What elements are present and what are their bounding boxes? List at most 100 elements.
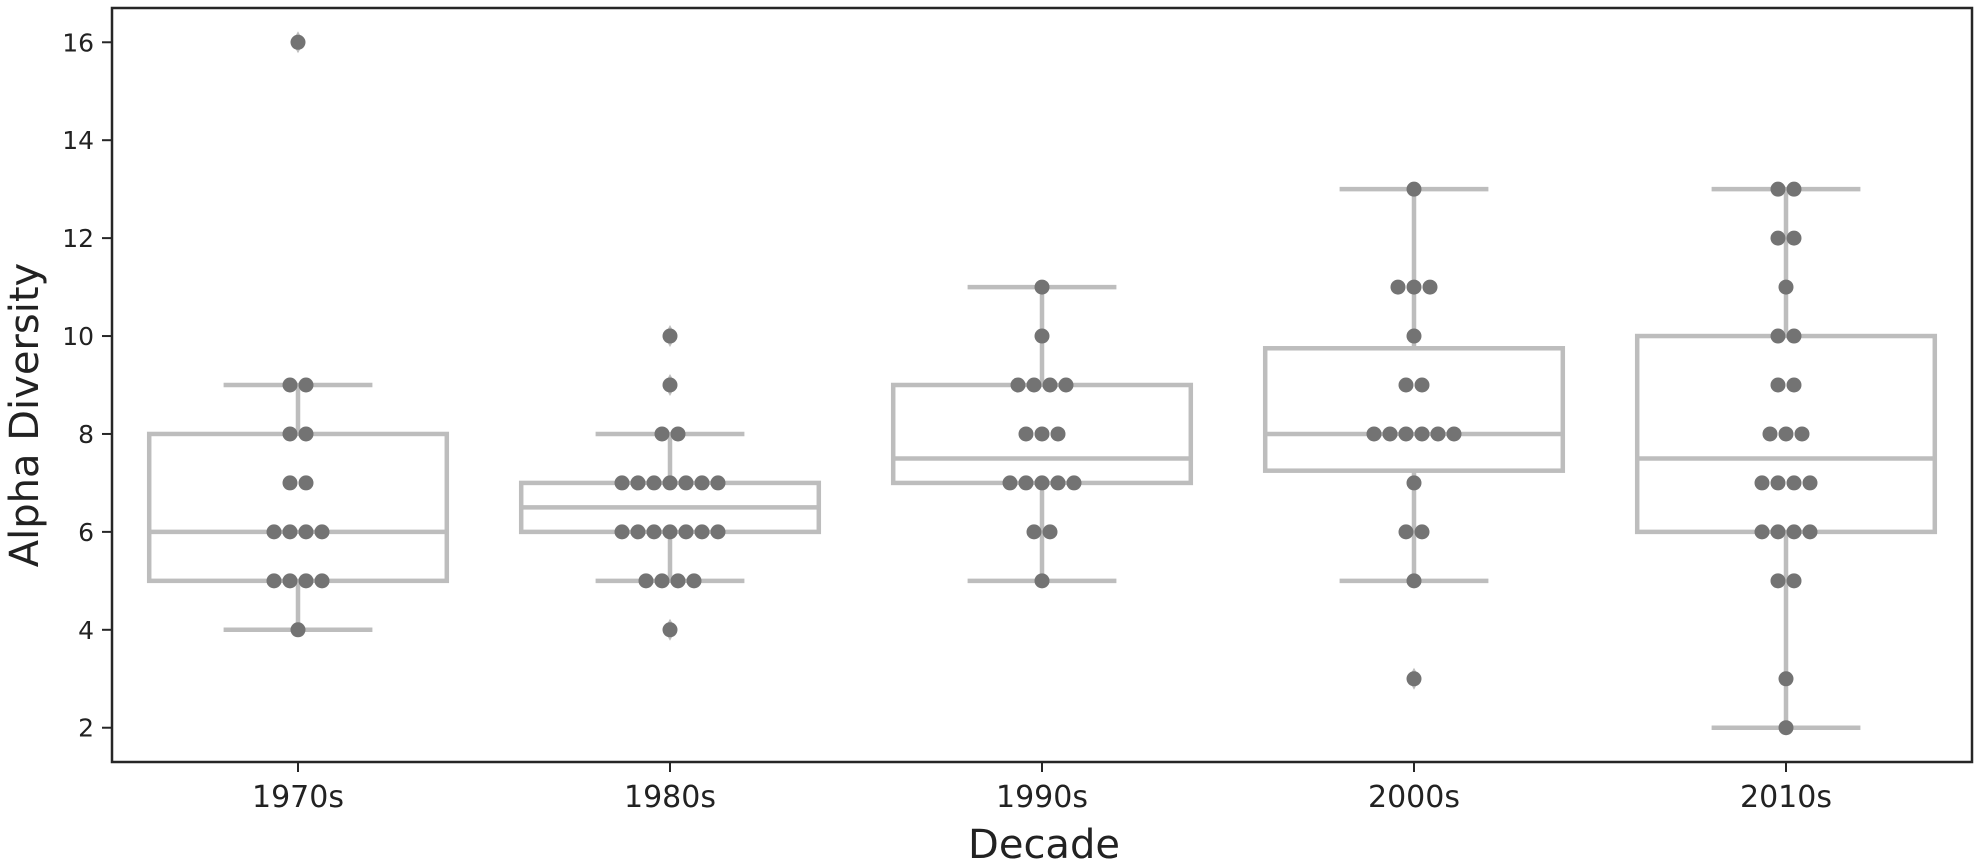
data-point bbox=[1398, 426, 1414, 442]
data-point bbox=[710, 475, 726, 491]
data-point bbox=[314, 524, 330, 540]
data-point bbox=[1786, 573, 1802, 589]
data-point bbox=[1770, 230, 1786, 246]
data-point bbox=[1406, 671, 1422, 687]
data-point bbox=[298, 475, 314, 491]
data-point bbox=[1778, 279, 1794, 295]
data-point bbox=[1018, 475, 1034, 491]
data-point bbox=[282, 573, 298, 589]
data-point bbox=[1786, 475, 1802, 491]
x-tick-label: 2010s bbox=[1740, 780, 1832, 815]
data-point bbox=[282, 426, 298, 442]
data-point bbox=[1786, 524, 1802, 540]
data-point bbox=[1770, 328, 1786, 344]
data-point bbox=[630, 475, 646, 491]
data-point bbox=[266, 524, 282, 540]
x-axis-title: Decade bbox=[968, 822, 1120, 865]
box-rect bbox=[146, 431, 450, 584]
data-point bbox=[1770, 524, 1786, 540]
data-point bbox=[614, 524, 630, 540]
data-point bbox=[662, 377, 678, 393]
data-point bbox=[1770, 573, 1786, 589]
data-point bbox=[290, 622, 306, 638]
y-tick-label: 6 bbox=[78, 518, 94, 547]
data-point bbox=[1382, 426, 1398, 442]
data-point bbox=[1002, 475, 1018, 491]
data-point bbox=[1406, 328, 1422, 344]
data-point bbox=[1754, 475, 1770, 491]
data-point bbox=[1398, 377, 1414, 393]
data-point bbox=[1778, 426, 1794, 442]
y-tick-label: 4 bbox=[78, 616, 94, 645]
data-point bbox=[662, 622, 678, 638]
data-point bbox=[290, 34, 306, 50]
y-tick-label: 8 bbox=[78, 420, 94, 449]
data-point bbox=[694, 475, 710, 491]
x-tick-label: 1970s bbox=[252, 780, 344, 815]
data-point bbox=[1034, 328, 1050, 344]
data-point bbox=[694, 524, 710, 540]
data-point bbox=[298, 426, 314, 442]
data-point bbox=[1762, 426, 1778, 442]
data-point bbox=[1446, 426, 1462, 442]
data-point bbox=[1406, 475, 1422, 491]
data-point bbox=[1406, 279, 1422, 295]
x-tick-label: 1980s bbox=[624, 780, 716, 815]
data-point bbox=[1802, 524, 1818, 540]
data-point bbox=[314, 573, 330, 589]
data-point bbox=[1786, 181, 1802, 197]
data-point bbox=[298, 377, 314, 393]
data-point bbox=[646, 475, 662, 491]
data-point bbox=[1422, 279, 1438, 295]
data-point bbox=[678, 475, 694, 491]
data-point bbox=[1430, 426, 1446, 442]
data-point bbox=[1050, 475, 1066, 491]
data-point bbox=[282, 475, 298, 491]
data-point bbox=[1034, 475, 1050, 491]
data-point bbox=[1042, 524, 1058, 540]
data-point bbox=[266, 573, 282, 589]
y-tick-label: 16 bbox=[62, 28, 94, 57]
data-point bbox=[1414, 426, 1430, 442]
data-point bbox=[1770, 181, 1786, 197]
data-point bbox=[282, 524, 298, 540]
points-group-1980s bbox=[614, 328, 726, 638]
data-point bbox=[686, 573, 702, 589]
boxes-layer bbox=[146, 31, 1938, 730]
data-point bbox=[1786, 328, 1802, 344]
data-point bbox=[1414, 524, 1430, 540]
data-point bbox=[1754, 524, 1770, 540]
data-point bbox=[670, 573, 686, 589]
axes-layer: 2 4 6 8 10 12 14 16 1970s 1980s 1990s 2000s 2010s bbox=[62, 6, 1974, 815]
points-group-2000s bbox=[1366, 181, 1462, 687]
data-point bbox=[1778, 671, 1794, 687]
data-point bbox=[1066, 475, 1082, 491]
data-point bbox=[298, 573, 314, 589]
y-axis-title: Alpha Diversity bbox=[2, 263, 48, 567]
data-point bbox=[1770, 377, 1786, 393]
data-point bbox=[1414, 377, 1430, 393]
data-point bbox=[1406, 573, 1422, 589]
y-tick-label: 14 bbox=[62, 126, 94, 155]
data-point bbox=[298, 524, 314, 540]
data-point bbox=[1802, 475, 1818, 491]
data-point bbox=[662, 328, 678, 344]
data-point bbox=[1398, 524, 1414, 540]
data-point bbox=[282, 377, 298, 393]
data-point bbox=[1034, 426, 1050, 442]
points-group-1990s bbox=[1002, 279, 1082, 589]
data-point bbox=[1026, 377, 1042, 393]
points-group-2010s bbox=[1754, 181, 1818, 736]
data-point bbox=[1406, 181, 1422, 197]
data-point bbox=[1034, 279, 1050, 295]
box-rect bbox=[1634, 333, 1938, 535]
data-point bbox=[1042, 377, 1058, 393]
data-point bbox=[1010, 377, 1026, 393]
data-point bbox=[1018, 426, 1034, 442]
data-point bbox=[646, 524, 662, 540]
data-point bbox=[1050, 426, 1066, 442]
data-point bbox=[678, 524, 694, 540]
y-tick-label: 2 bbox=[78, 714, 94, 743]
data-point bbox=[630, 524, 646, 540]
